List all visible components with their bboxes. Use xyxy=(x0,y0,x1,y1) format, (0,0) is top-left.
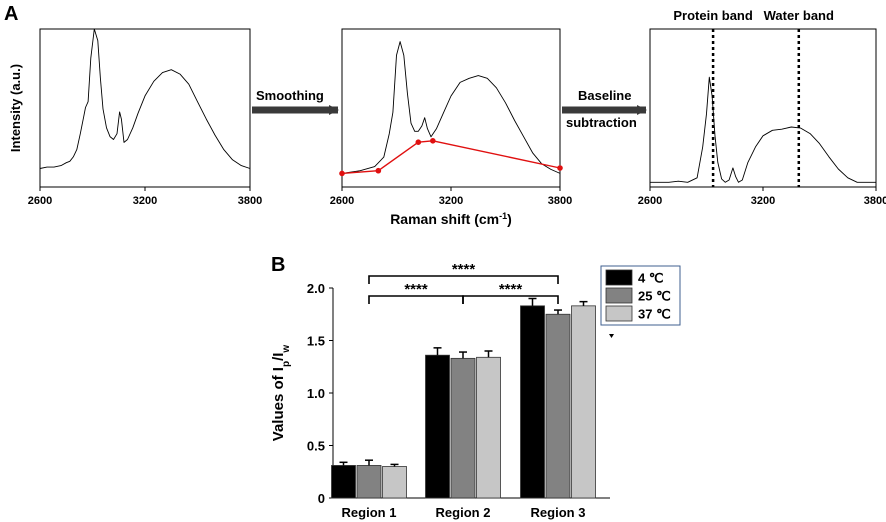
category-label-0: Region 1 xyxy=(342,505,397,520)
baseline-arrow-label-line1: Baseline xyxy=(578,88,631,103)
smoothed-spectrum-plot: Raman shift (cm-1) 2600 3200 3800 xyxy=(330,28,572,227)
y-tick-label-0: 0 xyxy=(318,491,325,506)
smoothed-spectrum-frame xyxy=(341,28,561,188)
spectrum-line-1 xyxy=(341,41,561,174)
baseline-point-2 xyxy=(415,139,422,145)
legend-label-0: 4 ℃ xyxy=(638,271,663,286)
corrected-spectrum-plot: 2600 3200 3800 Protein band Water band xyxy=(638,8,886,207)
x-tick-label-1-1: 3200 xyxy=(439,195,463,207)
significance-bracket-2 xyxy=(462,295,559,304)
bar-chart: Values of Ip/Iw 0 0.5 1.0 1.5 2.0 Region 1 Reg… xyxy=(270,261,681,520)
significance-bracket-0 xyxy=(368,275,559,284)
x-tick-label-0-1: 3200 xyxy=(133,195,157,207)
bar-2-1 xyxy=(545,313,571,499)
significance-label-2: **** xyxy=(499,281,523,298)
x-tick-label-1-2: 3800 xyxy=(548,195,572,207)
category-label-2: Region 3 xyxy=(531,505,586,520)
panel-a-label: A xyxy=(4,3,18,25)
y-tick-label-2: 1.0 xyxy=(307,386,325,401)
y-tick-label-4: 2.0 xyxy=(307,281,325,296)
legend-swatch-2 xyxy=(605,305,633,322)
band-label-1: Water band xyxy=(764,8,834,23)
baseline-arrow-label-line2: subtraction xyxy=(566,115,637,130)
intensity-axis-label: Intensity (a.u.) xyxy=(8,64,23,152)
raw-spectrum-frame xyxy=(39,28,251,188)
y-tick-label-1: 0.5 xyxy=(307,439,325,454)
legend-label-1: 25 ℃ xyxy=(638,289,671,304)
spectrum-line-2 xyxy=(650,76,876,183)
legend-swatch-0 xyxy=(605,269,633,286)
stray-mark xyxy=(609,334,614,338)
legend-swatch-1 xyxy=(605,287,633,304)
bar-0-0 xyxy=(331,465,356,499)
bar-0-1 xyxy=(356,465,382,499)
panel-b-label: B xyxy=(271,254,285,276)
corrected-spectrum-frame xyxy=(649,28,877,188)
bar-1-2 xyxy=(476,356,501,499)
baseline-line xyxy=(341,140,561,175)
x-tick-label-1-0: 2600 xyxy=(330,195,354,207)
x-tick-label-0-0: 2600 xyxy=(28,195,52,207)
x-tick-label-2-0: 2600 xyxy=(638,195,662,207)
baseline-point-3 xyxy=(430,138,436,144)
bar-1-1 xyxy=(450,357,476,499)
smoothing-arrow-label: Smoothing xyxy=(256,88,324,103)
spectrum-line-0 xyxy=(39,28,251,169)
baseline-point-0 xyxy=(339,170,345,177)
x-tick-label-2-1: 3200 xyxy=(751,195,775,207)
bar-0-2 xyxy=(382,466,407,499)
x-tick-label-0-2: 3800 xyxy=(238,195,262,207)
baseline-point-4 xyxy=(557,165,563,171)
legend-label-2: 37 ℃ xyxy=(638,307,671,322)
category-label-1: Region 2 xyxy=(436,505,491,520)
bar-2-0 xyxy=(520,305,545,499)
y-tick-label-3: 1.5 xyxy=(307,334,325,349)
band-label-0: Protein band xyxy=(673,8,753,23)
bar-y-axis-label: Values of Ip/Iw xyxy=(270,345,292,442)
baseline-point-1 xyxy=(375,167,382,174)
x-tick-label-2-2: 3800 xyxy=(864,195,886,207)
raw-spectrum-plot: Intensity (a.u.) 2600 3200 3800 xyxy=(8,28,262,207)
raman-shift-axis-label: Raman shift (cm-1) xyxy=(390,211,512,227)
bar-2-2 xyxy=(571,305,596,499)
significance-label-0: **** xyxy=(452,261,476,278)
significance-label-1: **** xyxy=(404,281,428,298)
bar-1-0 xyxy=(425,354,450,499)
